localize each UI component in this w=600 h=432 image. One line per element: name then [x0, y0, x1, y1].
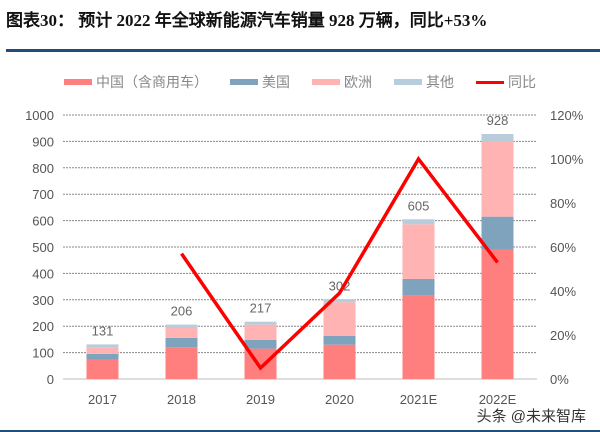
- y-tick-label: 300: [32, 293, 54, 308]
- y2-tick-label: 60%: [550, 240, 576, 255]
- data-label: 131: [92, 323, 114, 338]
- legend-item: 中国（含商用车）: [64, 72, 208, 92]
- title-divider: [6, 49, 600, 52]
- bottom-divider: [0, 430, 600, 432]
- x-tick-label: 2018: [167, 392, 196, 407]
- bar-segment: [402, 219, 435, 225]
- legend-item: 同比: [476, 72, 536, 92]
- bar-segment: [165, 324, 198, 329]
- legend-item: 其他: [394, 72, 454, 92]
- legend-swatch: [394, 79, 422, 85]
- chart-title: 图表30： 预计 2022 年全球新能源汽车销量 928 万辆，同比+53%: [6, 11, 488, 30]
- bar-segment: [244, 324, 277, 340]
- bar-segment: [481, 216, 514, 250]
- x-tick-label: 2021E: [400, 392, 438, 407]
- bar-segment: [86, 353, 119, 360]
- y-tick-label: 900: [32, 134, 54, 149]
- data-label: 605: [408, 198, 430, 213]
- x-tick-label: 2022E: [479, 392, 517, 407]
- bar-segment: [86, 344, 119, 348]
- bar-segment: [86, 347, 119, 354]
- y-tick-label: 0: [47, 372, 54, 387]
- data-label: 206: [171, 304, 193, 319]
- legend-label: 中国（含商用车）: [96, 74, 208, 90]
- bar-segment: [244, 339, 277, 349]
- legend: 中国（含商用车） 美国 欧洲 其他 同比: [0, 72, 600, 92]
- y-tick-label: 400: [32, 266, 54, 281]
- bar-segment: [323, 335, 356, 345]
- y-tick-label: 600: [32, 214, 54, 229]
- data-label: 217: [250, 301, 272, 316]
- legend-label: 欧洲: [344, 74, 372, 90]
- bar-segment: [323, 299, 356, 303]
- legend-swatch: [312, 79, 340, 85]
- bar-segment: [323, 344, 356, 379]
- y-tick-label: 1000: [25, 108, 54, 123]
- bar-segment: [481, 134, 514, 142]
- bar-segment: [323, 302, 356, 336]
- legend-swatch: [230, 79, 258, 85]
- y2-tick-label: 40%: [550, 284, 576, 299]
- bar-segment: [165, 347, 198, 379]
- y-tick-label: 800: [32, 161, 54, 176]
- y-tick-label: 100: [32, 346, 54, 361]
- watermark: 头条 @未来智库: [476, 408, 586, 425]
- y-tick-label: 200: [32, 319, 54, 334]
- bar-segment: [402, 278, 435, 296]
- y2-tick-label: 0%: [550, 372, 569, 387]
- legend-swatch: [64, 79, 92, 85]
- y-tick-label: 500: [32, 240, 54, 255]
- legend-label: 美国: [262, 74, 290, 90]
- x-tick-label: 2020: [325, 392, 354, 407]
- legend-item: 美国: [230, 72, 290, 92]
- y2-tick-label: 20%: [550, 328, 576, 343]
- bar-segment: [481, 141, 514, 217]
- bar-segment: [481, 249, 514, 379]
- yoy-line: [180, 155, 499, 371]
- bar-segment: [402, 224, 435, 279]
- legend-item: 欧洲: [312, 72, 372, 92]
- bar-segment: [165, 328, 198, 338]
- bar-segment: [165, 337, 198, 348]
- legend-label: 其他: [426, 74, 454, 90]
- x-tick-label: 2019: [246, 392, 275, 407]
- bar-segment: [402, 295, 435, 379]
- y-tick-label: 700: [32, 187, 54, 202]
- bar-segment: [86, 359, 119, 379]
- x-tick-label: 2017: [88, 392, 117, 407]
- data-label: 928: [487, 113, 509, 128]
- y2-tick-label: 120%: [550, 108, 584, 123]
- legend-swatch: [476, 80, 504, 84]
- legend-label: 同比: [508, 74, 536, 90]
- y2-tick-label: 80%: [550, 196, 576, 211]
- bar-segment: [244, 321, 277, 325]
- y2-tick-label: 100%: [550, 152, 584, 167]
